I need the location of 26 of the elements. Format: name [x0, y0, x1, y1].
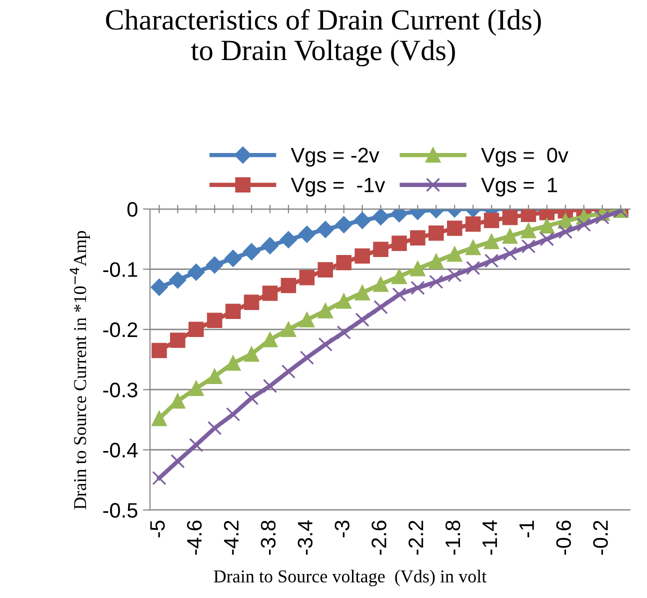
- x-tick-label: -4.2: [224, 520, 238, 555]
- x-tick-label: -4.6: [186, 520, 202, 555]
- x-tick-label: -3.4: [298, 520, 313, 555]
- x-axis-title: Drain to Source voltage (Vds) in volt: [214, 570, 487, 586]
- y-tick-label: 0: [127, 202, 138, 217]
- x-tick-label: -1.4: [482, 520, 497, 555]
- chart-title: Characteristics of Drain Current (Ids) to Drain Voltage (Vds): [106, 8, 541, 66]
- x-tick-label: -3.8: [260, 520, 276, 555]
- y-axis-title: Drain to Source Current in *10$^{−4}$Amp: [70, 230, 90, 510]
- y-tick-label: -0.1: [103, 262, 138, 277]
- x-tick-label: -0.6: [556, 520, 571, 555]
- x-tick-label: -2.2: [408, 520, 424, 555]
- y-tick-label: -0.5: [103, 503, 138, 518]
- x-tick-label: -2.6: [372, 520, 386, 555]
- y-tick-label: -0.2: [103, 322, 138, 338]
- x-tick-label: -5: [150, 520, 165, 538]
- legend-label: Vgs = 1: [481, 178, 557, 196]
- legend-label: Vgs = 0v: [481, 148, 568, 167]
- y-tick-label: -0.4: [103, 442, 138, 458]
- x-tick-label: -3: [334, 520, 350, 538]
- x-tick-label: -1: [520, 520, 534, 538]
- legend-label: Vgs = -2v: [290, 148, 380, 167]
- legend-label: Vgs = -1v: [290, 178, 386, 196]
- x-tick-label: -1.8: [445, 520, 460, 555]
- x-tick-label: -0.2: [593, 520, 608, 555]
- y-tick-label: -0.3: [103, 382, 138, 398]
